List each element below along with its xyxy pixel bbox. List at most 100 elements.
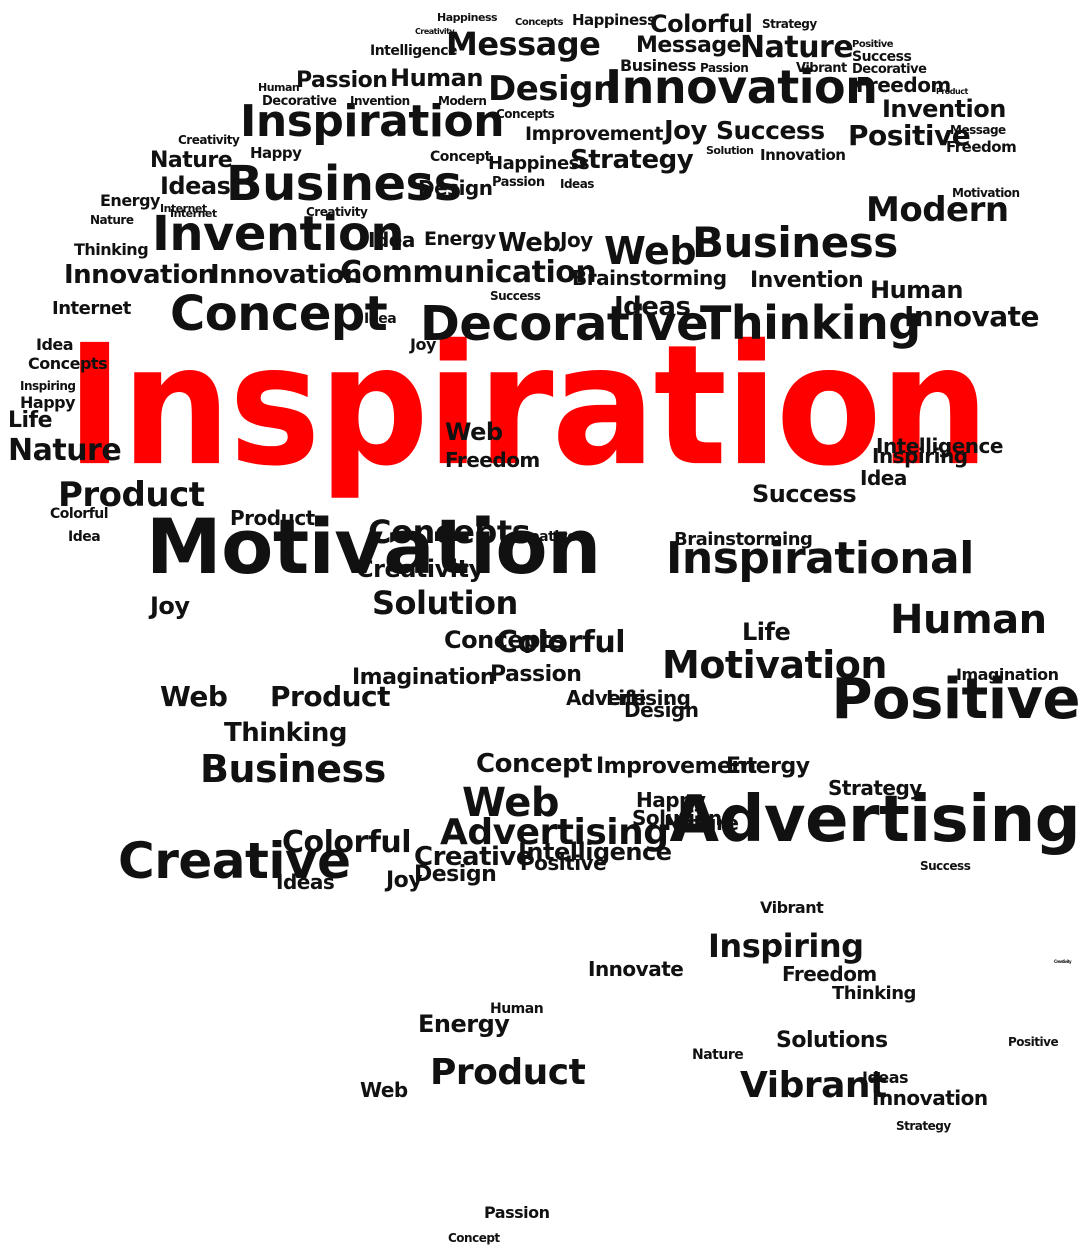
cloud-word: Concept	[430, 149, 491, 165]
cloud-word: Design	[624, 698, 699, 722]
cloud-word: Life	[742, 618, 791, 646]
cloud-word: Success	[852, 49, 912, 65]
hero-word: Inspiration	[66, 309, 989, 504]
cloud-word: Concept	[448, 1231, 500, 1245]
cloud-word: Idea	[364, 311, 397, 327]
cloud-word: Human	[390, 64, 483, 92]
cloud-word: Strategy	[762, 17, 817, 31]
cloud-word: Freedom	[856, 73, 951, 97]
cloud-word: Invention	[152, 206, 405, 262]
cloud-word: Message	[950, 123, 1006, 137]
cloud-word: Motivation	[662, 643, 887, 687]
cloud-word: Inspiring	[708, 927, 864, 965]
cloud-word: Intelligence	[370, 43, 458, 59]
cloud-word: Passion	[490, 662, 582, 687]
cloud-word: Solution	[632, 806, 722, 830]
cloud-word: Success	[920, 859, 971, 873]
cloud-word: Human	[890, 597, 1047, 643]
cloud-word: Creative	[414, 842, 534, 872]
cloud-word: Concept	[476, 749, 593, 779]
cloud-word: Product	[936, 87, 968, 96]
cloud-word: Creativity	[178, 133, 240, 147]
cloud-word: Positive	[1008, 1035, 1059, 1049]
cloud-word: Advertising	[566, 686, 691, 710]
cloud-word: Innovate	[904, 300, 1040, 333]
cloud-word: Energy	[424, 228, 496, 250]
cloud-word: Happy	[250, 144, 302, 162]
cloud-word: Thinking	[700, 296, 921, 350]
cloud-word: Happiness	[488, 153, 590, 174]
cloud-word: Concepts	[515, 17, 563, 28]
cloud-word: Message	[636, 33, 742, 58]
cloud-word: Solution	[372, 584, 518, 622]
cloud-word: Solutions	[776, 1028, 888, 1053]
cloud-word: Nature	[740, 30, 854, 65]
cloud-word: Ideas	[862, 1068, 909, 1087]
cloud-word: Decorative	[852, 62, 927, 77]
cloud-word: Strategy	[828, 776, 922, 800]
cloud-word: Business	[692, 218, 898, 267]
cloud-word: Strategy	[896, 1119, 951, 1133]
cloud-word: Creativity	[306, 205, 368, 219]
cloud-word: Energy	[100, 191, 160, 210]
cloud-word: Product	[230, 506, 315, 530]
cloud-word: Creativity	[1054, 959, 1072, 964]
cloud-word: Joy	[150, 592, 190, 620]
cloud-word: Advertising	[669, 783, 1081, 857]
cloud-word: Creative	[514, 529, 577, 545]
cloud-word: Happy	[636, 788, 706, 812]
cloud-word: Passion	[296, 68, 388, 93]
cloud-word: Creative	[118, 832, 351, 890]
cloud-word: Modern	[438, 94, 487, 108]
cloud-word: Vibrant	[760, 898, 824, 917]
cloud-word: Joy	[410, 335, 436, 354]
cloud-word: Imagination	[352, 665, 496, 690]
cloud-word: Colorful	[50, 506, 109, 522]
cloud-word: Web	[604, 229, 697, 273]
cloud-word: Creativity	[356, 555, 484, 583]
cloud-word: Success	[752, 480, 857, 508]
cloud-word: Ideas	[160, 172, 231, 200]
cloud-word: Ideas	[276, 870, 335, 894]
cloud-word: Success	[716, 116, 825, 145]
cloud-word: Thinking	[74, 240, 149, 259]
cloud-word: Imagination	[956, 665, 1059, 684]
cloud-word: Positive	[852, 39, 894, 50]
cloud-word: Creativity	[415, 27, 455, 36]
cloud-word: Design	[414, 862, 497, 887]
cloud-word: Web	[462, 780, 559, 826]
cloud-word: Concepts	[444, 626, 565, 654]
cloud-word: Energy	[726, 754, 810, 779]
cloud-word: Business	[226, 156, 462, 212]
cloud-word: Design	[488, 69, 617, 109]
cloud-word: Web	[160, 680, 228, 713]
cloud-word: Invention	[350, 94, 410, 108]
cloud-word: Ideas	[614, 292, 691, 322]
cloud-word: Human	[258, 81, 300, 94]
cloud-word: Concepts	[496, 107, 555, 121]
cloud-word: Concepts	[368, 513, 531, 551]
cloud-word: Energy	[418, 1010, 510, 1038]
cloud-word: Decorative	[420, 296, 709, 352]
cloud-word: Thinking	[224, 718, 348, 748]
cloud-word: Idea	[860, 466, 907, 490]
cloud-word: Nature	[90, 213, 134, 227]
cloud-word: Concepts	[28, 354, 108, 373]
cloud-word: Success	[490, 289, 541, 303]
cloud-word: Life	[8, 408, 53, 433]
cloud-word: Solution	[706, 144, 754, 157]
cloud-word: Business	[620, 56, 696, 75]
cloud-word: Idea	[68, 529, 101, 545]
cloud-word: Motivation	[952, 186, 1020, 200]
cloud-word: Advertising	[440, 812, 669, 853]
cloud-word: Product	[270, 680, 391, 713]
cloud-word: Product	[58, 475, 205, 515]
cloud-word: Idea	[36, 335, 74, 354]
cloud-word: Passion	[492, 175, 545, 190]
cloud-word: Nature	[664, 811, 739, 835]
cloud-word: Idea	[368, 228, 415, 252]
cloud-word: Joy	[386, 868, 423, 893]
cloud-word: Web	[360, 1078, 408, 1102]
cloud-word: Brainstorming	[572, 266, 727, 290]
cloud-word: Colorful	[282, 825, 412, 860]
